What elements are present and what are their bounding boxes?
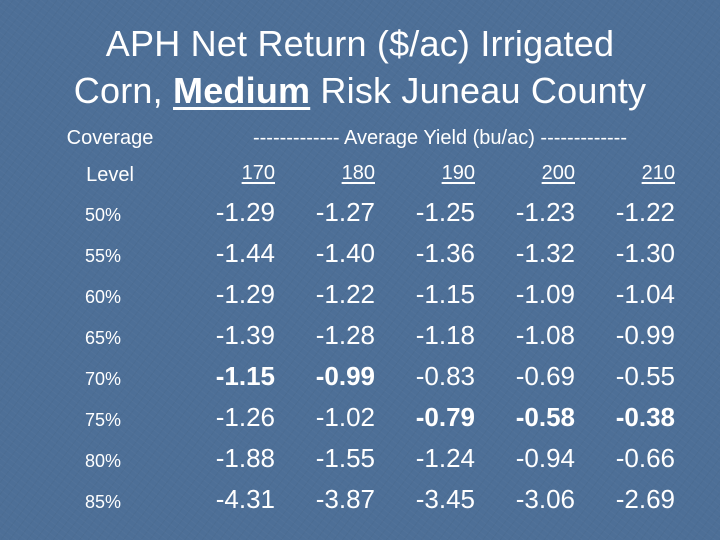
coverage-level-label: 75% <box>85 410 122 430</box>
table-cell: -0.99 <box>315 361 375 391</box>
table-cell: -1.04 <box>615 279 675 309</box>
coverage-level-label: 70% <box>85 369 122 389</box>
table-cell: -0.38 <box>615 402 675 432</box>
table-cell: -3.06 <box>515 484 575 514</box>
table-cell: -1.29 <box>215 279 275 309</box>
table-cell: -1.29 <box>215 197 275 227</box>
table-cell: -1.15 <box>415 279 475 309</box>
table-cell: -1.22 <box>315 279 375 309</box>
table-cell: -1.55 <box>315 443 375 473</box>
coverage-level-label: 80% <box>85 451 122 471</box>
table-cell: -2.69 <box>615 484 675 514</box>
table-cell: -3.87 <box>315 484 375 514</box>
table-cell: -3.45 <box>415 484 475 514</box>
table-cell: -1.39 <box>215 320 275 350</box>
table-cell: -1.44 <box>215 238 275 268</box>
title-line-1: APH Net Return ($/ac) Irrigated <box>105 23 615 64</box>
title-risk-level: Medium <box>173 70 311 111</box>
table-cell: -0.83 <box>415 361 475 391</box>
table-cell: -0.99 <box>615 320 675 350</box>
table-cell: -1.09 <box>515 279 575 309</box>
table-cell: -0.79 <box>415 402 475 432</box>
title-line-2-pre: Corn, <box>73 70 174 111</box>
yield-header-190: 190 <box>441 162 475 184</box>
table-cell: -1.15 <box>215 361 275 391</box>
table-cell: -1.26 <box>215 402 275 432</box>
yield-header-210: 210 <box>641 162 675 184</box>
table-cell: -1.02 <box>315 402 375 432</box>
title-line-2-post: Risk Juneau County <box>310 70 647 111</box>
table-cell: -1.88 <box>215 443 275 473</box>
coverage-level-label: 50% <box>85 205 122 225</box>
table-cell: -1.24 <box>415 443 475 473</box>
table-cell: -1.40 <box>315 238 375 268</box>
table-cell: -1.30 <box>615 238 675 268</box>
table-cell: -0.55 <box>615 361 675 391</box>
table-cell: -1.23 <box>515 197 575 227</box>
table-cell: -1.28 <box>315 320 375 350</box>
table-cell: -1.27 <box>315 197 375 227</box>
slide-title: APH Net Return ($/ac) Irrigated Corn, Me… <box>0 20 720 114</box>
table-cell: -1.22 <box>615 197 675 227</box>
coverage-header: Coverage <box>66 127 154 149</box>
table-cell: -0.94 <box>515 443 575 473</box>
coverage-level-label: 60% <box>85 287 122 307</box>
table-cell: -1.18 <box>415 320 475 350</box>
yield-header-180: 180 <box>341 162 375 184</box>
yield-header-200: 200 <box>541 162 575 184</box>
coverage-level-label: 65% <box>85 328 122 348</box>
table-cell: -0.58 <box>515 402 575 432</box>
average-yield-header: ------------- Average Yield (bu/ac) ----… <box>252 127 628 149</box>
table-cell: -1.32 <box>515 238 575 268</box>
table-cell: -0.66 <box>615 443 675 473</box>
table-cell: -4.31 <box>215 484 275 514</box>
table-cell: -0.69 <box>515 361 575 391</box>
coverage-level-label: 85% <box>85 492 122 512</box>
title-line-2: Corn, Medium Risk Juneau County <box>0 67 720 114</box>
table-cell: -1.36 <box>415 238 475 268</box>
table-cell: -1.08 <box>515 320 575 350</box>
table-cell: -1.25 <box>415 197 475 227</box>
level-header: Level <box>86 164 134 186</box>
coverage-level-label: 55% <box>85 246 122 266</box>
yield-header-170: 170 <box>241 162 275 184</box>
